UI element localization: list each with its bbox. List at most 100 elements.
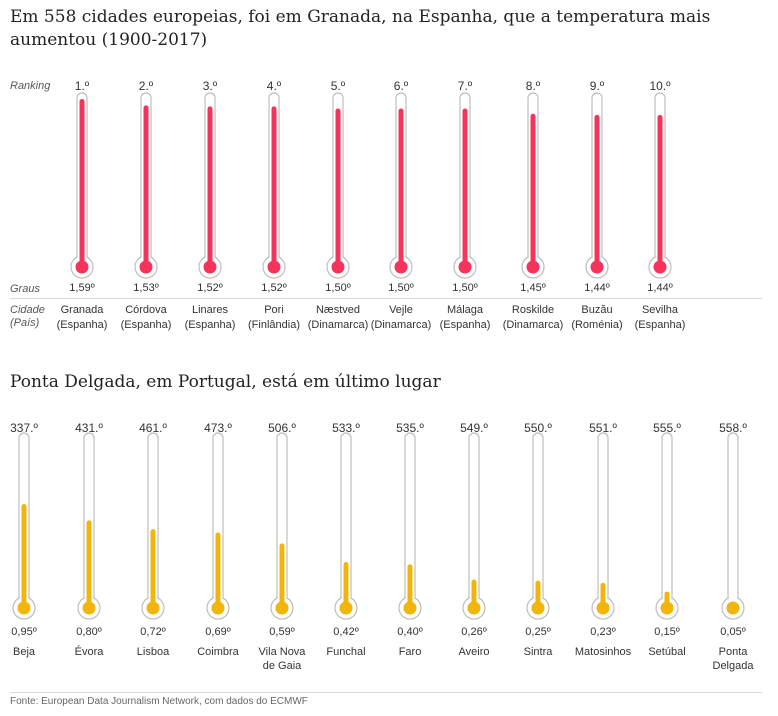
rank-label: 8.º	[526, 79, 541, 93]
value-label: 1,52º	[197, 282, 222, 294]
rank-label: 558.º	[719, 421, 747, 435]
city-label: Coimbra	[197, 646, 239, 658]
thermometer: 4.º 1,52º Pori (Finlândia)	[248, 79, 300, 331]
value-fill	[143, 105, 149, 267]
value-label: 0,95º	[11, 626, 36, 638]
value-bulb	[211, 601, 225, 615]
city-label: Aveiro	[459, 646, 490, 658]
value-label: 0,59º	[269, 626, 294, 638]
rank-label: 10.º	[649, 79, 671, 93]
tube-outline	[727, 432, 739, 609]
value-bulb	[531, 601, 545, 615]
thermometer: 549.º 0,26º Aveiro	[459, 421, 490, 658]
tube-outline	[597, 432, 609, 609]
value-bulb	[203, 260, 217, 274]
thermometer: 10.º 1,44º Sevilha (Espanha)	[635, 79, 686, 331]
source-note: Fonte: European Data Journalism Network,…	[10, 696, 308, 707]
thermometer: 461.º 0,72º Lisboa	[137, 421, 170, 658]
rank-label: 6.º	[394, 79, 409, 93]
city-label: Setúbal	[648, 646, 685, 658]
thermometer: 5.º 1,50º Næstved (Dinamarca)	[308, 79, 369, 331]
country-label: (Roménia)	[571, 319, 622, 331]
value-label: 1,50º	[325, 282, 350, 294]
rank-label: 1.º	[75, 79, 90, 93]
thermometer: 431.º 0,80º Évora	[75, 421, 105, 658]
value-label: 1,50º	[452, 282, 477, 294]
city-label: Pori	[264, 304, 284, 316]
city-label: Sintra	[524, 646, 554, 658]
value-bulb	[75, 260, 89, 274]
value-fill	[407, 564, 413, 608]
value-label: 1,44º	[647, 282, 672, 294]
value-bulb	[17, 601, 31, 615]
thermometer: 550.º 0,25º Sintra	[524, 421, 554, 658]
country-label: (Dinamarca)	[308, 319, 369, 331]
rank-label: 9.º	[590, 79, 605, 93]
country-label: (Espanha)	[440, 319, 491, 331]
value-fill	[150, 529, 156, 608]
pais-label: (País)	[10, 317, 40, 329]
rank-label: 2.º	[139, 79, 154, 93]
city-label: Granada	[61, 304, 105, 316]
value-bulb	[146, 601, 160, 615]
rank-label: 3.º	[203, 79, 218, 93]
rank-label: 555.º	[653, 421, 681, 435]
value-label: 1,52º	[261, 282, 286, 294]
value-label: 0,80º	[76, 626, 101, 638]
rank-label: 4.º	[267, 79, 282, 93]
city-label: Évora	[75, 645, 105, 658]
value-label: 0,42º	[333, 626, 358, 638]
thermometer: 533.º 0,42º Funchal	[326, 421, 365, 658]
city-label: Funchal	[326, 646, 365, 658]
thermometer: 555.º 0,15º Setúbal	[648, 421, 685, 658]
thermometer: 558.º 0,05º Ponta Delgada	[713, 421, 755, 672]
value-bulb	[403, 601, 417, 615]
city-label: Næstved	[316, 304, 360, 316]
tube-join	[728, 595, 738, 601]
thermometer: 337.º 0,95º Beja	[10, 421, 38, 658]
city-label: Córdova	[125, 304, 167, 316]
value-fill	[343, 562, 349, 608]
country-label: (Espanha)	[185, 319, 236, 331]
value-label: 1,50º	[388, 282, 413, 294]
rank-label: 7.º	[458, 79, 473, 93]
thermometer: 2.º 1,53º Córdova (Espanha)	[121, 79, 172, 331]
city-label: Málaga	[447, 304, 484, 316]
value-bulb	[275, 601, 289, 615]
value-bulb	[458, 260, 472, 274]
thermometer: 3.º 1,52º Linares (Espanha)	[185, 79, 236, 331]
value-bulb	[596, 601, 610, 615]
value-fill	[86, 520, 92, 608]
value-bulb	[394, 260, 408, 274]
city-label: Vila Nova	[259, 646, 307, 658]
city-label: Roskilde	[512, 304, 554, 316]
value-bulb	[331, 260, 345, 274]
value-fill	[215, 532, 221, 608]
value-fill	[279, 543, 285, 608]
thermometer: 8.º 1,45º Roskilde (Dinamarca)	[503, 79, 564, 331]
value-fill	[207, 106, 213, 267]
rank-label: 551.º	[589, 421, 617, 435]
rank-label: 431.º	[75, 421, 103, 435]
value-label: 0,72º	[140, 626, 165, 638]
value-label: 0,23º	[590, 626, 615, 638]
value-fill	[79, 99, 85, 267]
rank-label: 533.º	[332, 421, 360, 435]
rank-label: 5.º	[331, 79, 346, 93]
thermometer: 9.º 1,44º Buzău (Roménia)	[571, 79, 622, 331]
city-label: Vejle	[389, 304, 413, 316]
chart-title-top: Em 558 cidades europeias, foi em Granada…	[10, 7, 711, 50]
graus-label: Graus	[10, 283, 40, 295]
top-chart: 1.º 1,59º Granada (Espanha) 2.º 1,53º Córdova (…	[57, 79, 686, 331]
value-label: 0,40º	[397, 626, 422, 638]
value-fill	[398, 108, 404, 268]
thermometer: 506.º 0,59º Vila Nova de Gaia	[259, 421, 307, 672]
city-label: de Gaia	[263, 660, 302, 672]
rank-label: 550.º	[524, 421, 552, 435]
divider-bottom	[10, 692, 762, 693]
value-fill	[657, 114, 663, 267]
value-label: 1,45º	[520, 282, 545, 294]
rank-label: 473.º	[204, 421, 232, 435]
tube-outline	[661, 432, 673, 609]
